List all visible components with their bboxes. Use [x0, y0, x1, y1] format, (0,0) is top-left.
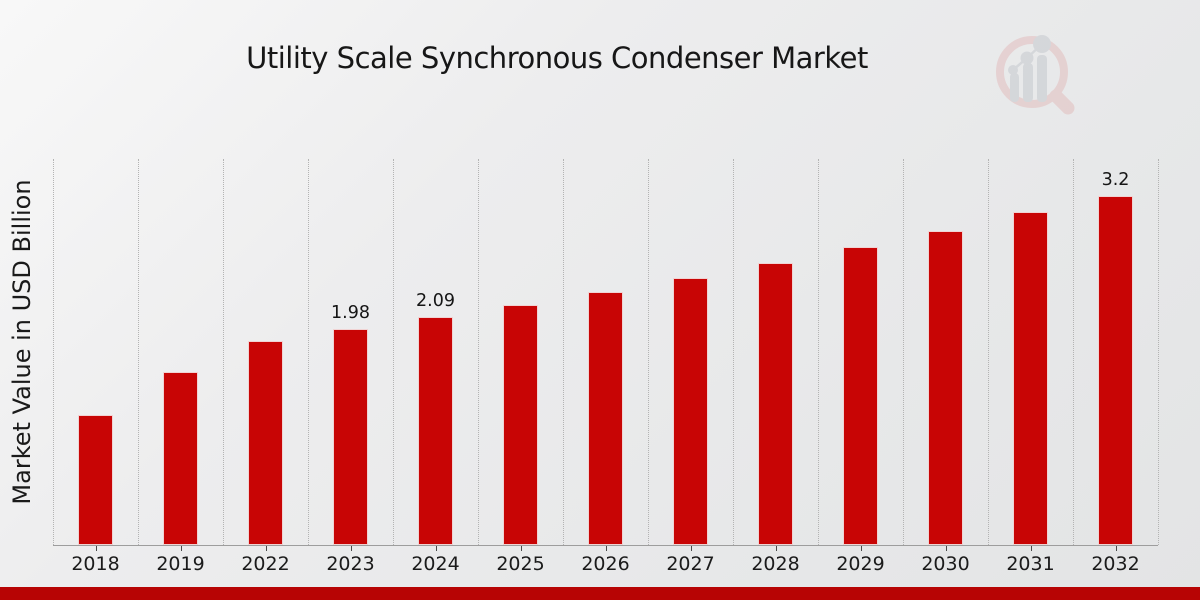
x-tick-label-2024: 2024 — [411, 553, 460, 575]
x-axis-tick — [180, 546, 182, 551]
x-axis-tick — [690, 546, 692, 551]
x-tick-label-2025: 2025 — [496, 553, 545, 575]
gridline — [1158, 159, 1159, 545]
x-axis-tick — [1030, 546, 1032, 551]
bar-2018 — [78, 415, 113, 545]
gridline — [308, 159, 309, 545]
x-axis-tick — [350, 546, 352, 551]
x-axis-tick — [95, 546, 97, 551]
gridline — [988, 159, 989, 545]
x-tick-label-2019: 2019 — [156, 553, 205, 575]
x-axis-tick — [520, 546, 522, 551]
gridline — [1073, 159, 1074, 545]
x-axis-tick — [775, 546, 777, 551]
gridline — [903, 159, 904, 545]
gridline — [53, 159, 54, 545]
gridline — [138, 159, 139, 545]
y-axis-label: Market Value in USD Billion — [8, 179, 36, 505]
x-tick-label-2026: 2026 — [581, 553, 630, 575]
x-axis-tick — [605, 546, 607, 551]
bar-2032 — [1098, 196, 1133, 545]
bar-value-label-2032: 3.2 — [1101, 170, 1130, 190]
gridline — [733, 159, 734, 545]
footer-accent-bar — [0, 587, 1200, 600]
bar-2030 — [928, 231, 963, 545]
gridline — [478, 159, 479, 545]
x-tick-label-2031: 2031 — [1006, 553, 1055, 575]
watermark-magnifier-chart-icon — [996, 35, 1075, 115]
x-tick-label-2029: 2029 — [836, 553, 885, 575]
x-tick-label-2027: 2027 — [666, 553, 715, 575]
x-tick-label-2028: 2028 — [751, 553, 800, 575]
bar-2019 — [163, 372, 198, 545]
bar-2023 — [333, 329, 368, 545]
gridline — [563, 159, 564, 545]
bar-2024 — [418, 317, 453, 545]
x-tick-label-2030: 2030 — [921, 553, 970, 575]
bar-2029 — [843, 247, 878, 545]
bar-2022 — [248, 341, 283, 545]
gridline — [648, 159, 649, 545]
bar-2025 — [503, 305, 538, 545]
x-axis-tick — [265, 546, 267, 551]
plot-area: 2018 2019 2022 1.98 2023 2.09 2024 2025 2026 2027… — [53, 159, 1159, 575]
x-tick-label-2018: 2018 — [71, 553, 120, 575]
chart-title: Utility Scale Synchronous Condenser Mark… — [246, 41, 868, 75]
bar-2026 — [588, 292, 623, 545]
bar-2028 — [758, 263, 793, 545]
x-axis-tick — [860, 546, 862, 551]
x-tick-label-2032: 2032 — [1091, 553, 1140, 575]
x-axis-tick — [435, 546, 437, 551]
gridline — [818, 159, 819, 545]
x-axis-tick — [1115, 546, 1117, 551]
x-axis-tick — [945, 546, 947, 551]
bar-value-label-2023: 1.98 — [331, 303, 370, 323]
bar-2027 — [673, 278, 708, 545]
x-tick-label-2022: 2022 — [241, 553, 290, 575]
bar-value-label-2024: 2.09 — [416, 291, 455, 311]
gridline — [393, 159, 394, 545]
gridline — [223, 159, 224, 545]
bar-2031 — [1013, 212, 1048, 545]
x-tick-label-2023: 2023 — [326, 553, 375, 575]
